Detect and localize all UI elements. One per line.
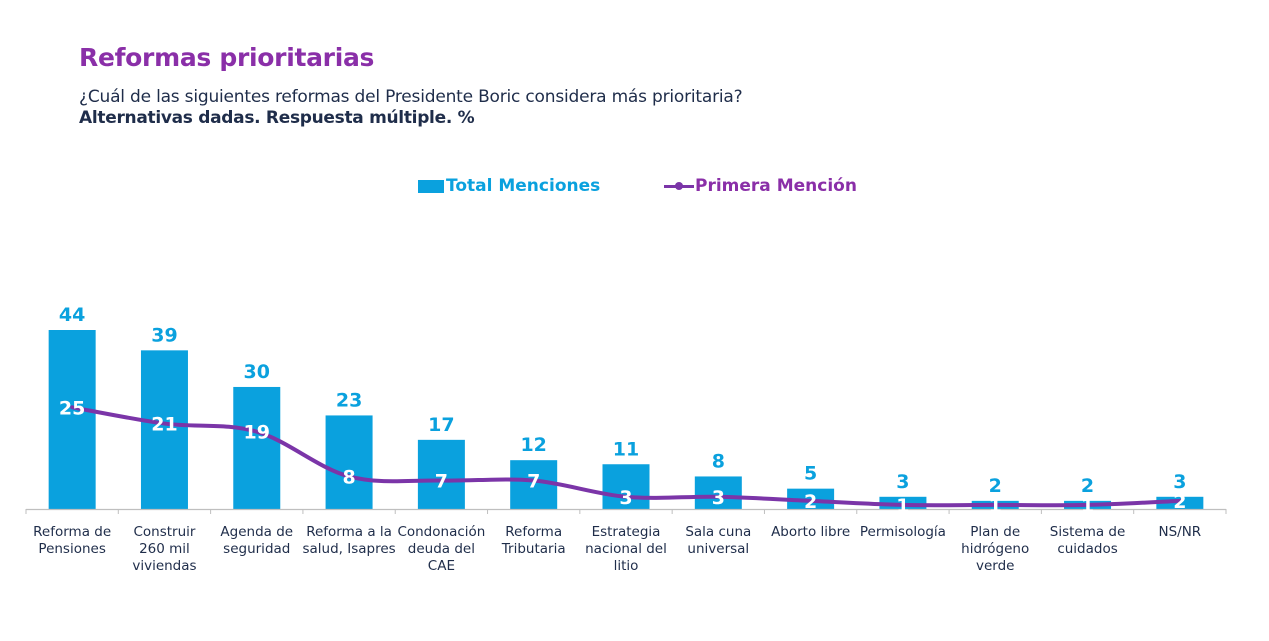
category-label-line: Tributaria [501,541,566,557]
category-label-line: hidrógeno [961,541,1029,557]
bar-total-menciones [48,330,96,509]
category-label-line: seguridad [223,541,290,557]
legend-label-primera-mencion: Primera Mención [695,176,857,196]
legend-item-total-menciones: Total Menciones [418,174,600,198]
category-label: Agenda de seguridad [220,524,293,557]
category-label-line: deuda del [408,541,475,557]
line-value-label: 19 [244,422,270,444]
category-label: Aborto libre [771,524,850,540]
bar-value-label: 2 [989,475,1002,497]
category-label-line: Sala cuna [685,524,751,540]
category-label-line: cuidados [1057,541,1117,557]
line-value-label: 8 [342,466,355,488]
category-label-line: 260 mil [139,541,190,557]
bar-value-label: 3 [1173,471,1186,493]
line-value-label: 1 [1081,495,1094,517]
category-label-line: Sistema de [1050,524,1126,540]
category-label-line: nacional del [585,541,667,557]
bar-value-label: 12 [520,434,546,456]
line-value-label: 3 [712,487,725,509]
bar-value-label: 23 [336,389,362,411]
category-label-line: verde [976,558,1014,574]
category-label-line: Permisología [860,524,946,540]
chart-title: Reformas prioritarias [79,43,375,72]
category-label-line: Reforma a la [306,524,392,540]
category-label: Reforma de Pensiones [33,524,111,557]
bar-total-menciones [325,415,373,509]
category-label: Permisología [860,524,946,540]
chart-subtitle: ¿Cuál de las siguientes reformas del Pre… [79,87,743,107]
bar-total-menciones [417,439,465,509]
line-marker-swatch-icon [664,179,694,193]
category-label-line: Construir [133,524,195,540]
legend-label-total-menciones: Total Menciones [446,176,601,196]
line-value-label: 1 [989,495,1002,517]
bar-value-label: 17 [428,414,454,436]
bar-total-menciones [602,464,650,509]
category-label-line: Estrategia [592,524,661,540]
category-label-line: viviendas [132,558,196,574]
bar-value-label: 5 [804,463,817,485]
category-label-line: universal [687,541,749,557]
bar-total-menciones [694,476,742,509]
bar-value-label: 30 [244,361,270,383]
line-value-label: 2 [1173,491,1186,513]
category-label-line: NS/NR [1158,524,1201,540]
category-label-line: Reforma de [33,524,111,540]
category-label-line: CAE [428,558,455,574]
category-label-line: Agenda de [220,524,293,540]
line-value-label: 1 [896,495,909,517]
bar-value-label: 44 [59,304,85,326]
category-label: Condonación deuda del CAE [397,524,485,574]
chart-note: Alternativas dadas. Respuesta múltiple. … [79,108,475,128]
bar-total-menciones [140,350,188,509]
category-label: NS/NR [1158,524,1201,540]
line-value-label: 25 [59,397,85,419]
bar-value-label: 39 [151,324,177,346]
category-label: Estrategia nacional del litio [585,524,667,574]
category-label-line: Condonación [397,524,485,540]
line-value-label: 7 [527,471,540,493]
category-label-line: Aborto libre [771,524,850,540]
category-label-line: salud, Isapres [302,541,395,557]
bar-value-label: 2 [1081,475,1094,497]
category-label: Sistema de cuidados [1050,524,1126,557]
bar-swatch-icon [418,179,444,193]
bar-total-menciones [787,488,835,509]
line-value-label: 7 [435,471,448,493]
line-value-label: 2 [804,491,817,513]
category-label-line: litio [614,558,639,574]
line-value-label: 3 [619,487,632,509]
category-label-line: Plan de [970,524,1020,540]
category-label: Construir 260 mil viviendas [132,524,196,574]
line-primera-mencion [70,405,1182,508]
category-label: Sala cuna universal [685,524,751,557]
bar-value-label: 11 [613,438,639,460]
category-label: Reforma a la salud, Isapres [302,524,395,557]
line-value-label: 21 [151,414,177,436]
legend-item-primera-mencion: Primera Mención [664,174,857,198]
category-label: Plan de hidrógeno verde [961,524,1029,574]
category-label: Reforma Tributaria [501,524,566,557]
bar-value-label: 8 [712,450,725,472]
category-label-line: Pensiones [38,541,105,557]
bar-total-menciones [233,386,281,509]
category-label-line: Reforma [505,524,562,540]
bar-value-label: 3 [896,471,909,493]
